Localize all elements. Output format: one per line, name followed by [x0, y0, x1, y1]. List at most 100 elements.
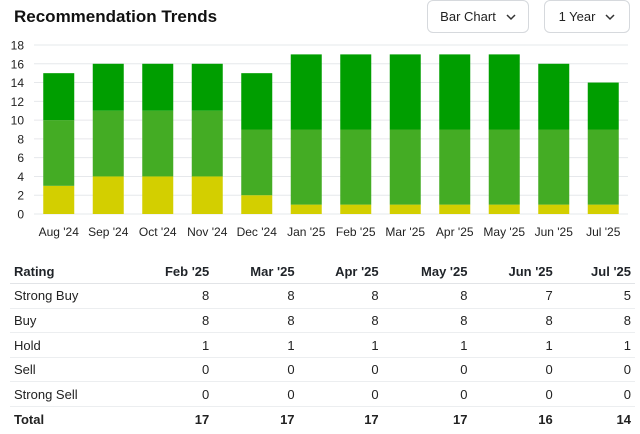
column-header-month: Apr '25 [298, 259, 383, 285]
bar-segment-buy [92, 110, 124, 177]
table-cell: 0 [127, 357, 214, 383]
table-cell: 1 [556, 332, 635, 358]
table-cell: 0 [471, 381, 557, 408]
bar-segment-buy [587, 129, 619, 205]
bar-segment-strong-buy [538, 63, 570, 130]
table-cell: 14 [616, 411, 631, 427]
x-tick-label: Jan '25 [287, 225, 326, 239]
y-tick-label: 6 [17, 151, 24, 165]
table-cell: 8 [382, 283, 472, 309]
column-header-rating: Rating [10, 259, 128, 285]
table-cell: 0 [556, 381, 635, 408]
bar-segment-buy [43, 120, 75, 186]
column-header-month: Feb '25 [127, 259, 214, 285]
x-tick-label: Jun '25 [535, 225, 574, 239]
bar-segment-buy [538, 129, 570, 205]
table-cell: 8 [298, 308, 383, 334]
y-tick-label: 12 [11, 95, 25, 109]
table-cell: 5 [556, 283, 635, 309]
table-cell: 17 [364, 411, 379, 427]
column-header-month: Jun '25 [471, 259, 557, 285]
bar-segment-buy [142, 110, 174, 177]
x-tick-label: Apr '25 [436, 225, 474, 239]
bar-segment-buy [389, 129, 421, 205]
bar-segment-buy [340, 129, 372, 205]
bar-segment-buy [488, 129, 520, 205]
table-cell: 0 [298, 381, 383, 408]
bar-segment-hold [340, 204, 372, 214]
table-cell: 17 [453, 411, 468, 427]
bar-segment-strong-buy [191, 63, 223, 111]
bar-segment-strong-buy [92, 63, 124, 111]
bar-segment-hold [488, 204, 520, 214]
table-cell: 7 [471, 283, 557, 309]
table-cell: 8 [382, 308, 472, 334]
page-title: Recommendation Trends [14, 7, 218, 26]
table-row-strong-sell: Strong Sell 0 0 0 0 0 0 [10, 381, 635, 408]
bar-segment-strong-buy [241, 73, 273, 130]
x-tick-label: Jul '25 [586, 225, 621, 239]
x-tick-label: Dec '24 [237, 225, 278, 239]
bar-segment-buy [191, 110, 223, 177]
bar-segment-strong-buy [587, 82, 619, 130]
table-cell: 1 [382, 332, 472, 358]
y-tick-label: 10 [11, 114, 25, 128]
table-cell: 8 [213, 283, 299, 309]
table-cell: 8 [471, 308, 557, 334]
table-cell: 0 [556, 357, 635, 383]
chevron-down-icon [605, 13, 615, 20]
table-header-row: Rating Feb '25 Mar '25 Apr '25 May '25 J… [10, 259, 635, 285]
chart-type-dropdown[interactable]: Bar Chart [427, 0, 529, 33]
time-range-dropdown[interactable]: 1 Year [544, 0, 630, 33]
column-header-month: May '25 [382, 259, 472, 285]
x-tick-label: Sep '24 [88, 225, 129, 239]
bar-segment-strong-buy [488, 54, 520, 130]
y-tick-label: 8 [17, 132, 24, 146]
bar-segment-hold [290, 204, 322, 214]
column-header-month: Mar '25 [213, 259, 299, 285]
table-cell: 17 [280, 411, 295, 427]
table-cell: 8 [127, 308, 214, 334]
bar-segment-hold [142, 176, 174, 214]
bar-segment-hold [587, 204, 619, 214]
table-cell: 16 [538, 411, 553, 427]
y-tick-label: 4 [17, 170, 24, 184]
chevron-down-icon [506, 13, 516, 20]
table-cell: 0 [471, 357, 557, 383]
bar-segment-hold [92, 176, 124, 214]
table-cell: 8 [213, 308, 299, 334]
recommendation-bar-chart: 0 2 4 6 8 10 12 14 16 18 Aug '24 Sep '24 Oct '24 Nov … [11, 39, 628, 239]
bar-segment-hold [43, 185, 75, 214]
x-tick-label: Aug '24 [39, 225, 80, 239]
bar-segment-hold [389, 204, 421, 214]
row-label: Total [14, 411, 45, 427]
table-cell: 1 [298, 332, 383, 358]
y-tick-label: 16 [11, 57, 25, 71]
bar-segment-hold [439, 204, 471, 214]
row-label: Hold [10, 332, 128, 358]
row-label: Strong Buy [10, 283, 128, 309]
bar-segment-buy [439, 129, 471, 205]
table-cell: 1 [213, 332, 299, 358]
y-tick-label: 18 [11, 39, 25, 53]
bar-segment-hold [191, 176, 223, 214]
x-tick-label: Mar '25 [385, 225, 425, 239]
bar-segment-strong-buy [43, 73, 75, 121]
time-range-label: 1 Year [558, 9, 596, 24]
table-cell: 1 [127, 332, 214, 358]
table-cell: 0 [127, 381, 214, 408]
table-row-strong-buy: Strong Buy 8 8 8 8 7 5 [10, 283, 635, 309]
table-cell: 1 [471, 332, 557, 358]
x-tick-label: Nov '24 [187, 225, 228, 239]
bar-segment-strong-buy [439, 54, 471, 130]
x-tick-label: Oct '24 [139, 225, 177, 239]
table-row-hold: Hold 1 1 1 1 1 1 [10, 332, 635, 358]
y-tick-label: 14 [11, 76, 25, 90]
bar-segment-hold [538, 204, 570, 214]
bar-segment-hold [241, 195, 273, 214]
bar-segment-buy [241, 129, 273, 196]
table-row-buy: Buy 8 8 8 8 8 8 [10, 308, 635, 334]
table-cell: 8 [127, 283, 214, 309]
y-tick-label: 0 [17, 208, 24, 222]
bar-segment-strong-buy [142, 63, 174, 111]
